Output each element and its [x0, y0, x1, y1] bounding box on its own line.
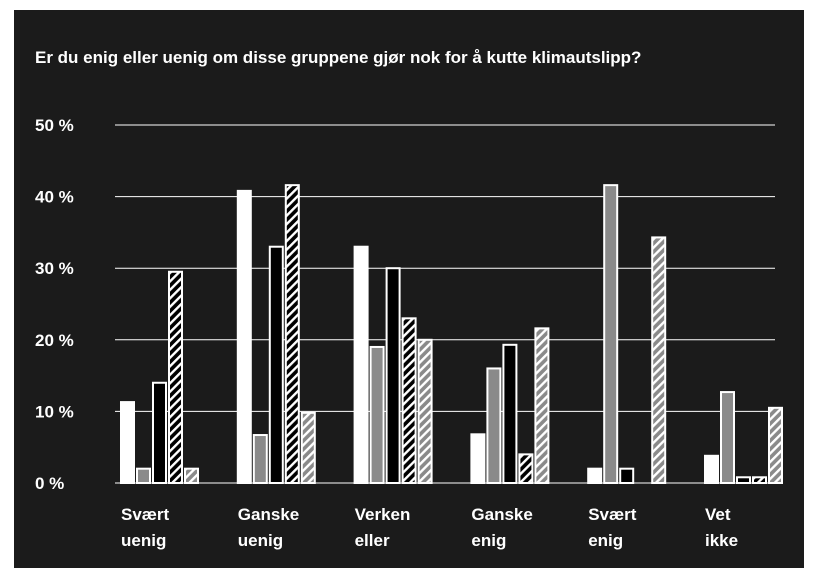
bar: [534, 327, 550, 484]
x-tick-label-line: enig: [471, 531, 506, 550]
bar: [120, 401, 135, 485]
bar: [651, 236, 667, 484]
x-tick-label-line: Verken: [355, 505, 411, 524]
bar: [236, 189, 252, 484]
bar: [268, 245, 284, 484]
bar: [353, 245, 369, 484]
bar: [603, 184, 619, 484]
bar: [752, 476, 767, 485]
x-tick-label-line: Ganske: [238, 505, 299, 524]
bar: [401, 317, 417, 484]
x-tick-label: Svært enig: [588, 505, 637, 550]
bar: [518, 453, 534, 484]
bar: [704, 454, 719, 484]
bar: [385, 267, 401, 485]
bar: [284, 184, 300, 484]
x-tick-label-line: Svært: [121, 505, 170, 524]
bar: [720, 391, 735, 484]
x-tick-label-line: ikke: [705, 531, 738, 550]
x-tick-label: Ganske enig: [471, 505, 532, 550]
x-tick-label-line: uenig: [238, 531, 283, 550]
bar: [470, 433, 486, 485]
y-tick-label: 50 %: [35, 116, 74, 135]
x-tick-label: Svært uenig: [121, 505, 170, 550]
x-tick-label: Ganske uenig: [238, 505, 299, 550]
background: [14, 10, 804, 568]
x-tick-label-line: Svært: [588, 505, 637, 524]
bar: [152, 381, 167, 485]
bar: [619, 467, 635, 484]
bar: [184, 467, 199, 484]
bar: [736, 476, 751, 485]
x-tick-label: Verken eller: [355, 505, 411, 550]
x-tick-label-line: uenig: [121, 531, 166, 550]
bar: [136, 467, 151, 484]
bar: [587, 467, 603, 484]
y-tick-label: 30 %: [35, 259, 74, 278]
x-tick-label-line: enig: [588, 531, 623, 550]
bar: [502, 343, 518, 485]
bar: [417, 338, 433, 484]
bar: [300, 411, 316, 484]
y-tick-label: 40 %: [35, 188, 74, 207]
x-tick-label: Vet ikke: [705, 505, 738, 550]
chart-title: Er du enig eller uenig om disse gruppene…: [35, 48, 641, 67]
x-tick-label-line: eller: [355, 531, 390, 550]
y-tick-label: 20 %: [35, 331, 74, 350]
bar: [168, 270, 183, 484]
x-tick-label-line: Ganske: [471, 505, 532, 524]
bar: [369, 345, 385, 484]
bar: [768, 406, 783, 485]
y-tick-label: 0 %: [35, 474, 64, 493]
bar: [252, 434, 268, 485]
bar: [486, 367, 502, 484]
x-tick-label-line: Vet: [705, 505, 731, 524]
y-tick-label: 10 %: [35, 402, 74, 421]
